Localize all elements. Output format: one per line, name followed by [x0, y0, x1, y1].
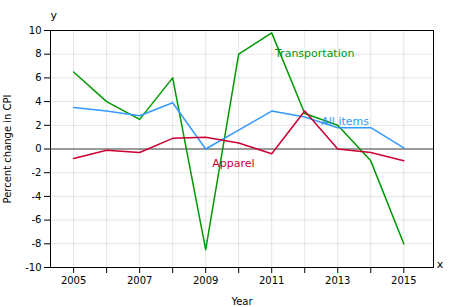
svg-text:Percent change in CPI: Percent change in CPI — [2, 94, 13, 203]
svg-text:Year: Year — [230, 296, 253, 307]
svg-text:2015: 2015 — [391, 275, 416, 286]
svg-text:4: 4 — [35, 96, 41, 107]
svg-text:-8: -8 — [32, 238, 42, 249]
svg-text:8: 8 — [35, 48, 41, 59]
svg-text:y: y — [51, 9, 58, 22]
svg-text:2005: 2005 — [61, 275, 86, 286]
svg-text:2011: 2011 — [259, 275, 284, 286]
svg-text:2009: 2009 — [193, 275, 218, 286]
svg-text:6: 6 — [35, 72, 41, 83]
svg-text:2013: 2013 — [325, 275, 350, 286]
svg-text:-4: -4 — [32, 191, 42, 202]
svg-text:-6: -6 — [32, 214, 42, 225]
svg-text:0: 0 — [35, 143, 41, 154]
svg-text:x: x — [437, 258, 444, 271]
svg-text:-2: -2 — [32, 167, 42, 178]
svg-text:10: 10 — [29, 25, 42, 36]
svg-text:-10: -10 — [25, 262, 41, 273]
svg-text:All items: All items — [321, 115, 369, 128]
svg-text:2007: 2007 — [127, 275, 152, 286]
svg-text:Apparel: Apparel — [212, 157, 254, 170]
svg-text:2: 2 — [35, 120, 41, 131]
svg-text:Transportation: Transportation — [274, 47, 354, 60]
